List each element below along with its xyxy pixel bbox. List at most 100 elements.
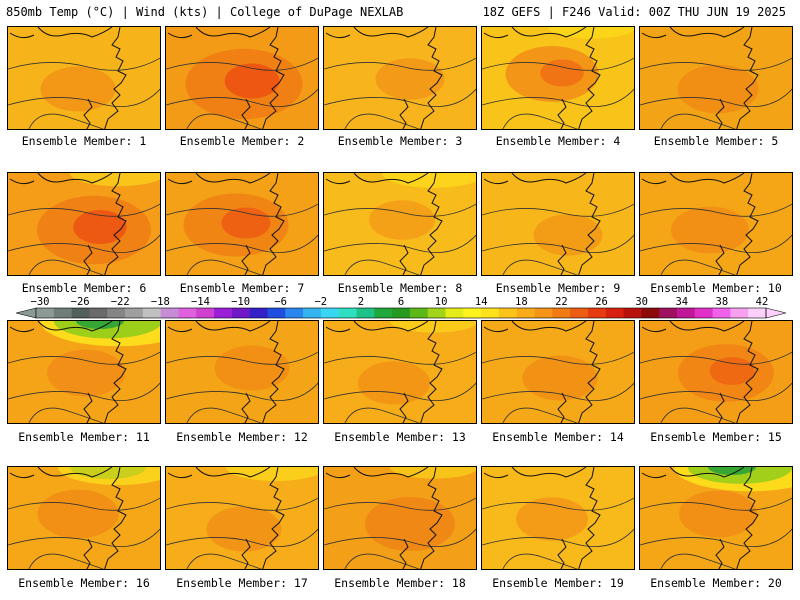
height-contour [324,497,476,511]
coastline [241,392,251,423]
temperature-field [324,173,476,275]
colorbar-swatch [445,308,464,318]
temperature-colorbar [15,307,787,319]
ensemble-member-label: Ensemble Member: 19 [492,576,624,590]
coastline [557,538,567,569]
coastline [241,538,251,569]
coastline [641,32,667,39]
coastline [262,467,285,569]
temperature-field [166,467,318,569]
height-contour [186,407,262,423]
warm-core [224,63,280,99]
height-contour [502,553,578,569]
coastline [195,321,271,332]
colorbar-swatch [481,308,500,318]
colorbar-tick-label: 34 [675,296,689,308]
coastline [83,392,93,423]
ensemble-member-label: Ensemble Member: 13 [334,430,466,444]
colorbar-swatch [285,308,304,318]
height-contour [660,259,736,275]
coastline [715,392,725,423]
colorbar-swatch [53,308,72,318]
coldest-region [76,321,124,329]
colorbar-tick-label: 10 [434,296,448,308]
temperature-field [8,27,160,129]
warm-anomaly [47,349,125,397]
coastline [578,173,601,275]
coastline [104,27,127,129]
colorbar-swatch [356,308,375,318]
coastline [483,32,509,39]
colorbar-tick-label: −10 [231,296,251,308]
coastline [37,27,113,38]
colorbar-swatch [196,308,215,318]
height-contour [640,203,792,217]
height-contour [482,57,634,71]
warm-anomaly [369,200,435,240]
height-contour [324,88,476,107]
colorbar-tick-label: 30 [635,296,648,308]
colorbar-swatch [249,308,268,318]
colorbar-tick-labels: −30 −26 −22 −18 −14 −10 −6 −2 2 6 10 14 18 22 26 30 34 38… [0,296,800,310]
height-contour [482,497,634,511]
ensemble-member-map [7,320,161,424]
colorbar-swatch [587,308,607,318]
coastline [669,173,745,184]
height-contour [482,528,634,547]
cool-region [58,467,160,485]
ensemble-member-map [323,26,477,130]
coastline [167,472,193,479]
coastline [325,326,351,333]
height-contour [660,113,736,129]
ensemble-member-label: Ensemble Member: 14 [492,430,624,444]
temperature-field [482,467,634,569]
height-contour [482,203,634,217]
coastline [715,538,725,569]
coastline [641,178,667,185]
height-contour [166,203,318,217]
ensemble-member-label: Ensemble Member: 7 [179,281,305,295]
coastline [578,467,601,569]
ensemble-member-map [165,26,319,130]
coastline [578,321,601,423]
coastline [9,472,35,479]
ensemble-member-label: Ensemble Member: 20 [650,576,782,590]
ensemble-member-map [481,320,635,424]
temperature-field [8,467,160,569]
temperature-field [8,321,160,423]
coastline [399,98,409,129]
coastline [262,173,285,275]
height-contour [166,57,318,71]
coastline [195,173,271,184]
warm-core [540,59,584,87]
coastline [399,244,409,275]
height-contour [482,88,634,107]
coastline [262,321,285,423]
colorbar-swatch [107,308,126,318]
ensemble-member-map [7,172,161,276]
height-contour [640,57,792,71]
coastline [353,467,429,478]
coastline [511,467,587,478]
coastline [511,173,587,184]
coastline [241,98,251,129]
coastline [262,27,285,129]
temperature-field [640,321,792,423]
height-contour [640,382,792,401]
coastline [167,32,193,39]
colorbar-swatch [694,308,713,318]
coastline [9,178,35,185]
coastline [736,467,759,569]
height-contour [640,528,792,547]
ensemble-member-map [639,26,793,130]
colorbar-border [35,307,767,319]
coastline [37,173,113,184]
height-contour [344,407,420,423]
colorbar-swatch [516,308,535,318]
coastline [104,467,127,569]
ensemble-member-map [481,172,635,276]
colorbar-swatch [338,308,357,318]
colorbar-tick-label: 2 [357,296,365,308]
height-contour [660,407,736,423]
ensemble-member-map [481,466,635,570]
